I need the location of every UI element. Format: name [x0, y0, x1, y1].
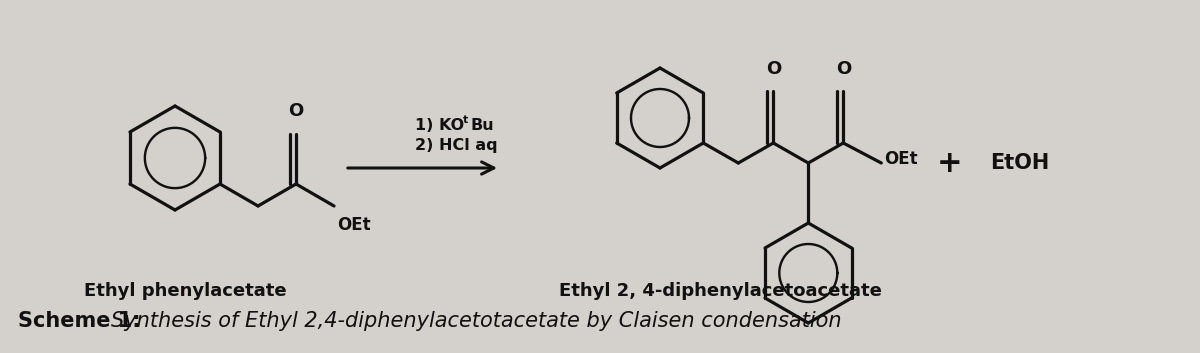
Text: Ethyl phenylacetate: Ethyl phenylacetate: [84, 282, 287, 300]
Text: 2) HCl aq: 2) HCl aq: [415, 138, 498, 153]
Text: O: O: [766, 60, 781, 78]
Text: Bu: Bu: [470, 118, 493, 133]
Text: t: t: [463, 115, 468, 125]
Text: Ethyl 2, 4-diphenylacetoacetate: Ethyl 2, 4-diphenylacetoacetate: [558, 282, 882, 300]
Text: O: O: [288, 102, 304, 120]
Text: OEt: OEt: [337, 216, 371, 234]
Text: Synthesis of Ethyl 2,4-diphenylacetotacetate by Claisen condensation: Synthesis of Ethyl 2,4-diphenylacetotace…: [112, 311, 841, 331]
Text: OEt: OEt: [884, 150, 918, 168]
Text: +: +: [937, 149, 962, 178]
Text: O: O: [835, 60, 851, 78]
Text: 1) KO: 1) KO: [415, 118, 464, 133]
Text: EtOH: EtOH: [990, 153, 1050, 173]
Text: Scheme 1:: Scheme 1:: [18, 311, 148, 331]
